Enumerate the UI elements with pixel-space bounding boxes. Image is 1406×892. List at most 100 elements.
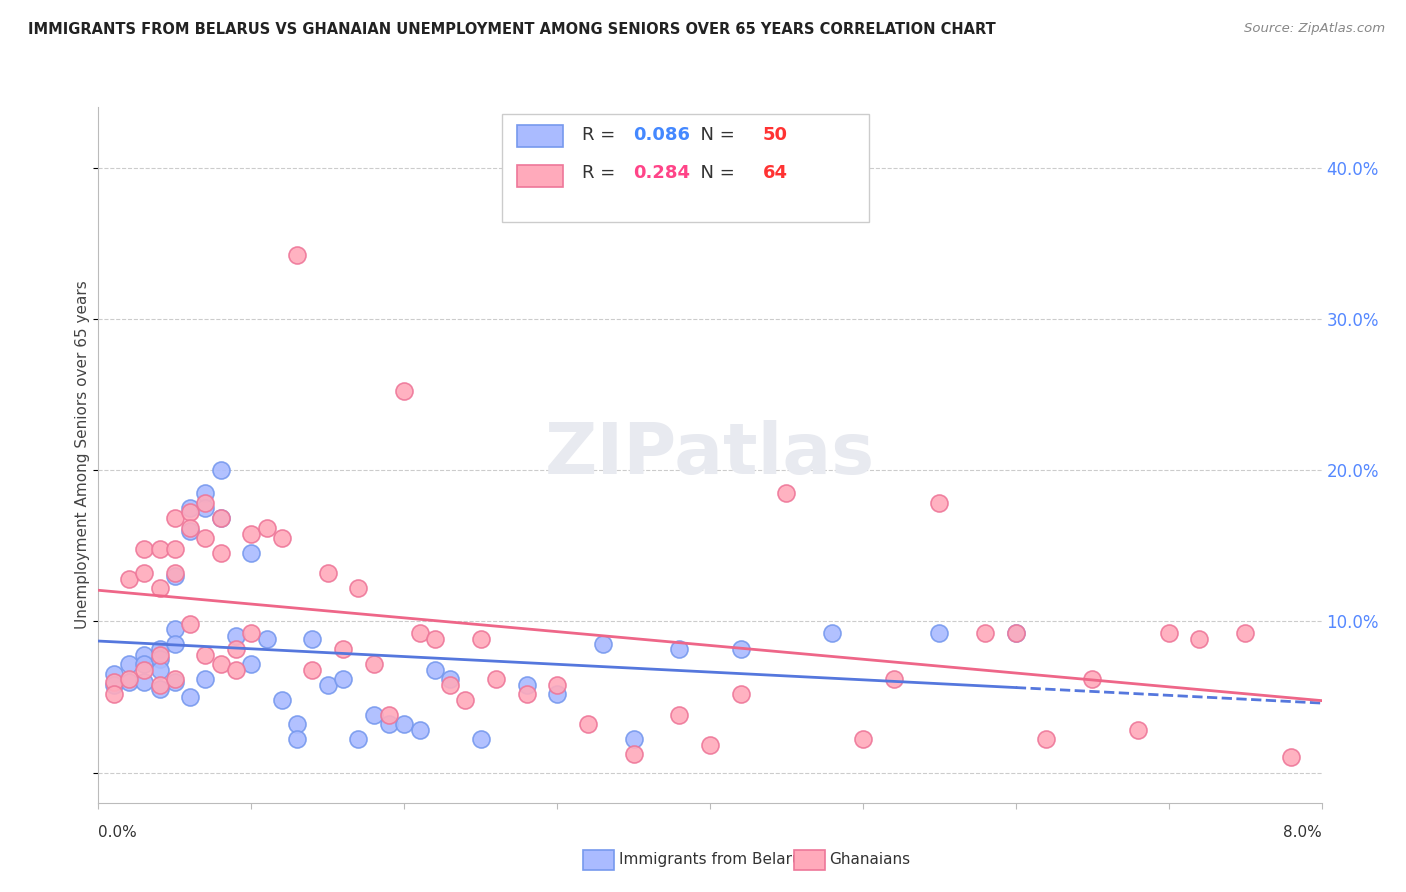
Text: 8.0%: 8.0% [1282,825,1322,840]
Point [149,641,172,656]
Text: 0.284: 0.284 [633,164,690,182]
Point [179,690,201,704]
Point [149,648,172,662]
Point [256,632,278,647]
Point [332,641,354,656]
Point [270,531,294,545]
Point [194,648,217,662]
Point [928,626,950,640]
Point [163,622,186,636]
Point [439,672,461,686]
Point [149,541,172,556]
Point [163,566,186,580]
Point [576,717,599,731]
Point [1128,723,1150,738]
Point [103,674,125,689]
Point [285,717,308,731]
Point [240,626,263,640]
Point [454,693,477,707]
Point [163,569,186,583]
Point [225,629,247,643]
Point [546,687,568,701]
Point [209,511,232,525]
Point [149,678,172,692]
Point [316,678,339,692]
Point [118,672,141,686]
Point [149,663,172,677]
Point [316,566,339,580]
Point [149,652,172,666]
Point [1004,626,1026,640]
Text: N =: N = [689,164,741,182]
Point [209,511,232,525]
Point [163,511,186,525]
Point [1035,732,1057,747]
Point [103,667,125,681]
Point [347,581,370,595]
Point [285,732,308,747]
Point [240,526,263,541]
Point [225,663,247,677]
Point [194,485,217,500]
Point [378,708,401,723]
Point [775,485,797,500]
Point [668,641,690,656]
Point [118,674,141,689]
Point [408,723,430,738]
Point [408,626,430,640]
Text: R =: R = [582,126,620,144]
Text: Ghanaians: Ghanaians [830,853,911,867]
Point [209,546,232,560]
Point [730,641,752,656]
Point [194,672,217,686]
Text: N =: N = [689,126,741,144]
Point [134,657,156,671]
Point [668,708,690,723]
Point [928,496,950,510]
Point [179,500,201,515]
Point [516,687,538,701]
Point [363,657,385,671]
Point [392,717,416,731]
Point [883,672,905,686]
Point [347,732,370,747]
Point [1081,672,1104,686]
Point [852,732,875,747]
Point [1004,626,1026,640]
Point [256,520,278,534]
Point [163,674,186,689]
Point [470,632,492,647]
Point [179,520,201,534]
FancyBboxPatch shape [517,125,564,147]
Point [623,732,645,747]
Point [179,505,201,519]
Point [516,678,538,692]
Point [118,657,141,671]
Point [1188,632,1211,647]
Text: R =: R = [582,164,620,182]
Point [485,672,508,686]
Text: Immigrants from Belarus: Immigrants from Belarus [619,853,810,867]
Point [118,572,141,586]
Point [974,626,997,640]
Point [423,663,446,677]
Y-axis label: Unemployment Among Seniors over 65 years: Unemployment Among Seniors over 65 years [75,281,90,629]
Point [285,248,308,262]
Point [179,524,201,538]
Point [163,672,186,686]
Point [378,717,401,731]
Point [546,678,568,692]
Point [225,641,247,656]
Point [363,708,385,723]
Point [1279,750,1302,764]
Point [134,648,156,662]
Point [194,500,217,515]
Point [470,732,492,747]
Point [194,531,217,545]
Point [149,581,172,595]
Point [134,674,156,689]
Point [332,672,354,686]
Point [134,663,156,677]
Point [149,682,172,697]
FancyBboxPatch shape [517,165,564,187]
